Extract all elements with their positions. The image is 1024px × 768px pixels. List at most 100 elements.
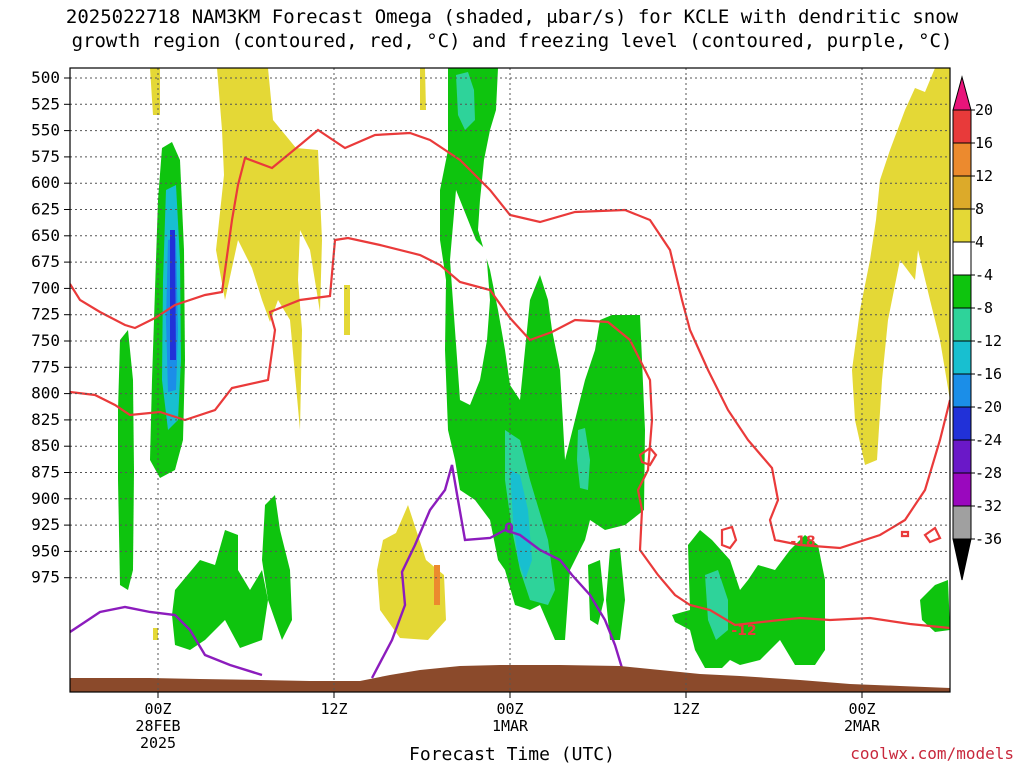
omega-positive-region (153, 628, 158, 640)
omega-negative-region (456, 72, 475, 130)
colorbar-label: -36 (975, 530, 1002, 548)
y-tick-label: 500 (31, 68, 60, 87)
colorbar-label: -28 (975, 464, 1002, 482)
colorbar-segment (952, 175, 972, 210)
y-tick-label: 525 (31, 94, 60, 113)
y-tick-label: 950 (31, 541, 60, 560)
colorbar-label: 8 (975, 200, 984, 218)
colorbar-label: 4 (975, 233, 984, 251)
y-tick-label: 625 (31, 200, 60, 219)
x-tick-label: 00Z (144, 700, 171, 718)
x-tick-label: 00Z (496, 700, 523, 718)
colorbar-segment (952, 505, 972, 540)
y-tick-label: 825 (31, 410, 60, 429)
freezing-level-contours (70, 464, 624, 679)
dgz-contour-line (720, 525, 738, 550)
contour-label: -12 (731, 623, 756, 639)
colorbar-segment (952, 340, 972, 375)
y-tick-label: 675 (31, 252, 60, 271)
omega-positive-region (216, 68, 322, 430)
credit-text: coolwx.com/models (850, 744, 1014, 763)
dgz-contour-line (70, 236, 950, 630)
y-tick-label: 925 (31, 515, 60, 534)
contour-label: 0 (504, 521, 514, 537)
chart-title-line1: 2025022718 NAM3KM Forecast Omega (shaded… (65, 6, 959, 28)
omega-negative-region (672, 530, 825, 668)
colorbar-segment (952, 142, 972, 177)
colorbar-label: -8 (975, 299, 993, 317)
y-tick-label: 550 (31, 121, 60, 140)
x-tick-label: 12Z (320, 700, 347, 718)
colorbar-segment (952, 208, 972, 243)
omega-negative-region (705, 570, 728, 640)
y-tick-label: 875 (31, 463, 60, 482)
x-axis-title: Forecast Time (UTC) (409, 744, 615, 765)
x-tick-label: 12Z (672, 700, 699, 718)
omega-negative-region (172, 530, 268, 650)
y-tick-label: 700 (31, 278, 60, 297)
y-tick-label: 850 (31, 436, 60, 455)
colorbar-label: 16 (975, 134, 993, 152)
omega-shading (118, 68, 950, 668)
omega-negative-region (588, 560, 604, 625)
y-tick-label: 800 (31, 384, 60, 403)
omega-negative-region (920, 580, 950, 632)
colorbar-label: -20 (975, 398, 1002, 416)
omega-negative-region (606, 548, 625, 640)
freezing-level-line (370, 464, 624, 679)
y-tick-label: 650 (31, 226, 60, 245)
y-tick-label: 750 (31, 331, 60, 350)
colorbar-label: 12 (975, 167, 993, 185)
x-tick-label: 00Z (848, 700, 875, 718)
y-tick-label: 975 (31, 568, 60, 587)
x-tick-label: 2MAR (844, 717, 881, 735)
contour-label: -18 (790, 534, 815, 550)
omega-negative-region (440, 68, 645, 640)
colorbar: 20 16 12 8 4 -4 -8 -12 -16 -20 -24 -28 -32 -36 (952, 75, 1002, 581)
chart-title-line2: growth region (contoured, red, °C) and f… (71, 30, 953, 52)
omega-negative-region (450, 190, 490, 405)
x-tick-label: 2025 (140, 734, 176, 752)
omega-positive-region (434, 565, 440, 605)
omega-negative-region (577, 428, 590, 490)
omega-positive-region (377, 505, 446, 640)
omega-negative-region (262, 495, 292, 640)
x-tick-label: 1MAR (492, 717, 529, 735)
dgz-contours (70, 128, 950, 630)
colorbar-segment (952, 406, 972, 441)
colorbar-segment (952, 241, 972, 276)
colorbar-segment (952, 109, 972, 144)
dgz-contour-line (70, 128, 950, 550)
colorbar-segment (952, 307, 972, 342)
dgz-contour-line (900, 530, 910, 538)
y-tick-label: 575 (31, 147, 60, 166)
x-tick-label: 28FEB (135, 717, 180, 735)
colorbar-label: -4 (975, 266, 993, 284)
omega-positive-region (344, 285, 350, 335)
y-axis: 500 525 550 575 600 625 650 675 700 725 750 775 800 8… (31, 68, 70, 587)
dgz-contour-line (923, 526, 942, 544)
omega-positive-region (852, 68, 950, 465)
y-tick-label: 725 (31, 305, 60, 324)
colorbar-label: 20 (975, 101, 993, 119)
freezing-level-line (70, 605, 263, 677)
y-tick-label: 600 (31, 173, 60, 192)
colorbar-bottom-arrow (952, 538, 972, 581)
omega-positive-region (420, 68, 426, 110)
colorbar-label: -16 (975, 365, 1002, 383)
colorbar-top-arrow (952, 75, 972, 111)
colorbar-segment (952, 274, 972, 309)
y-tick-label: 775 (31, 357, 60, 376)
y-tick-label: 900 (31, 489, 60, 508)
colorbar-segment (952, 439, 972, 474)
colorbar-segment (952, 373, 972, 408)
colorbar-label: -24 (975, 431, 1002, 449)
colorbar-label: -12 (975, 332, 1002, 350)
dgz-contour-line (638, 446, 658, 467)
colorbar-label: -32 (975, 497, 1002, 515)
contour-labels: 0 -18 -12 (504, 521, 816, 639)
colorbar-segment (952, 472, 972, 507)
grid (70, 68, 950, 692)
